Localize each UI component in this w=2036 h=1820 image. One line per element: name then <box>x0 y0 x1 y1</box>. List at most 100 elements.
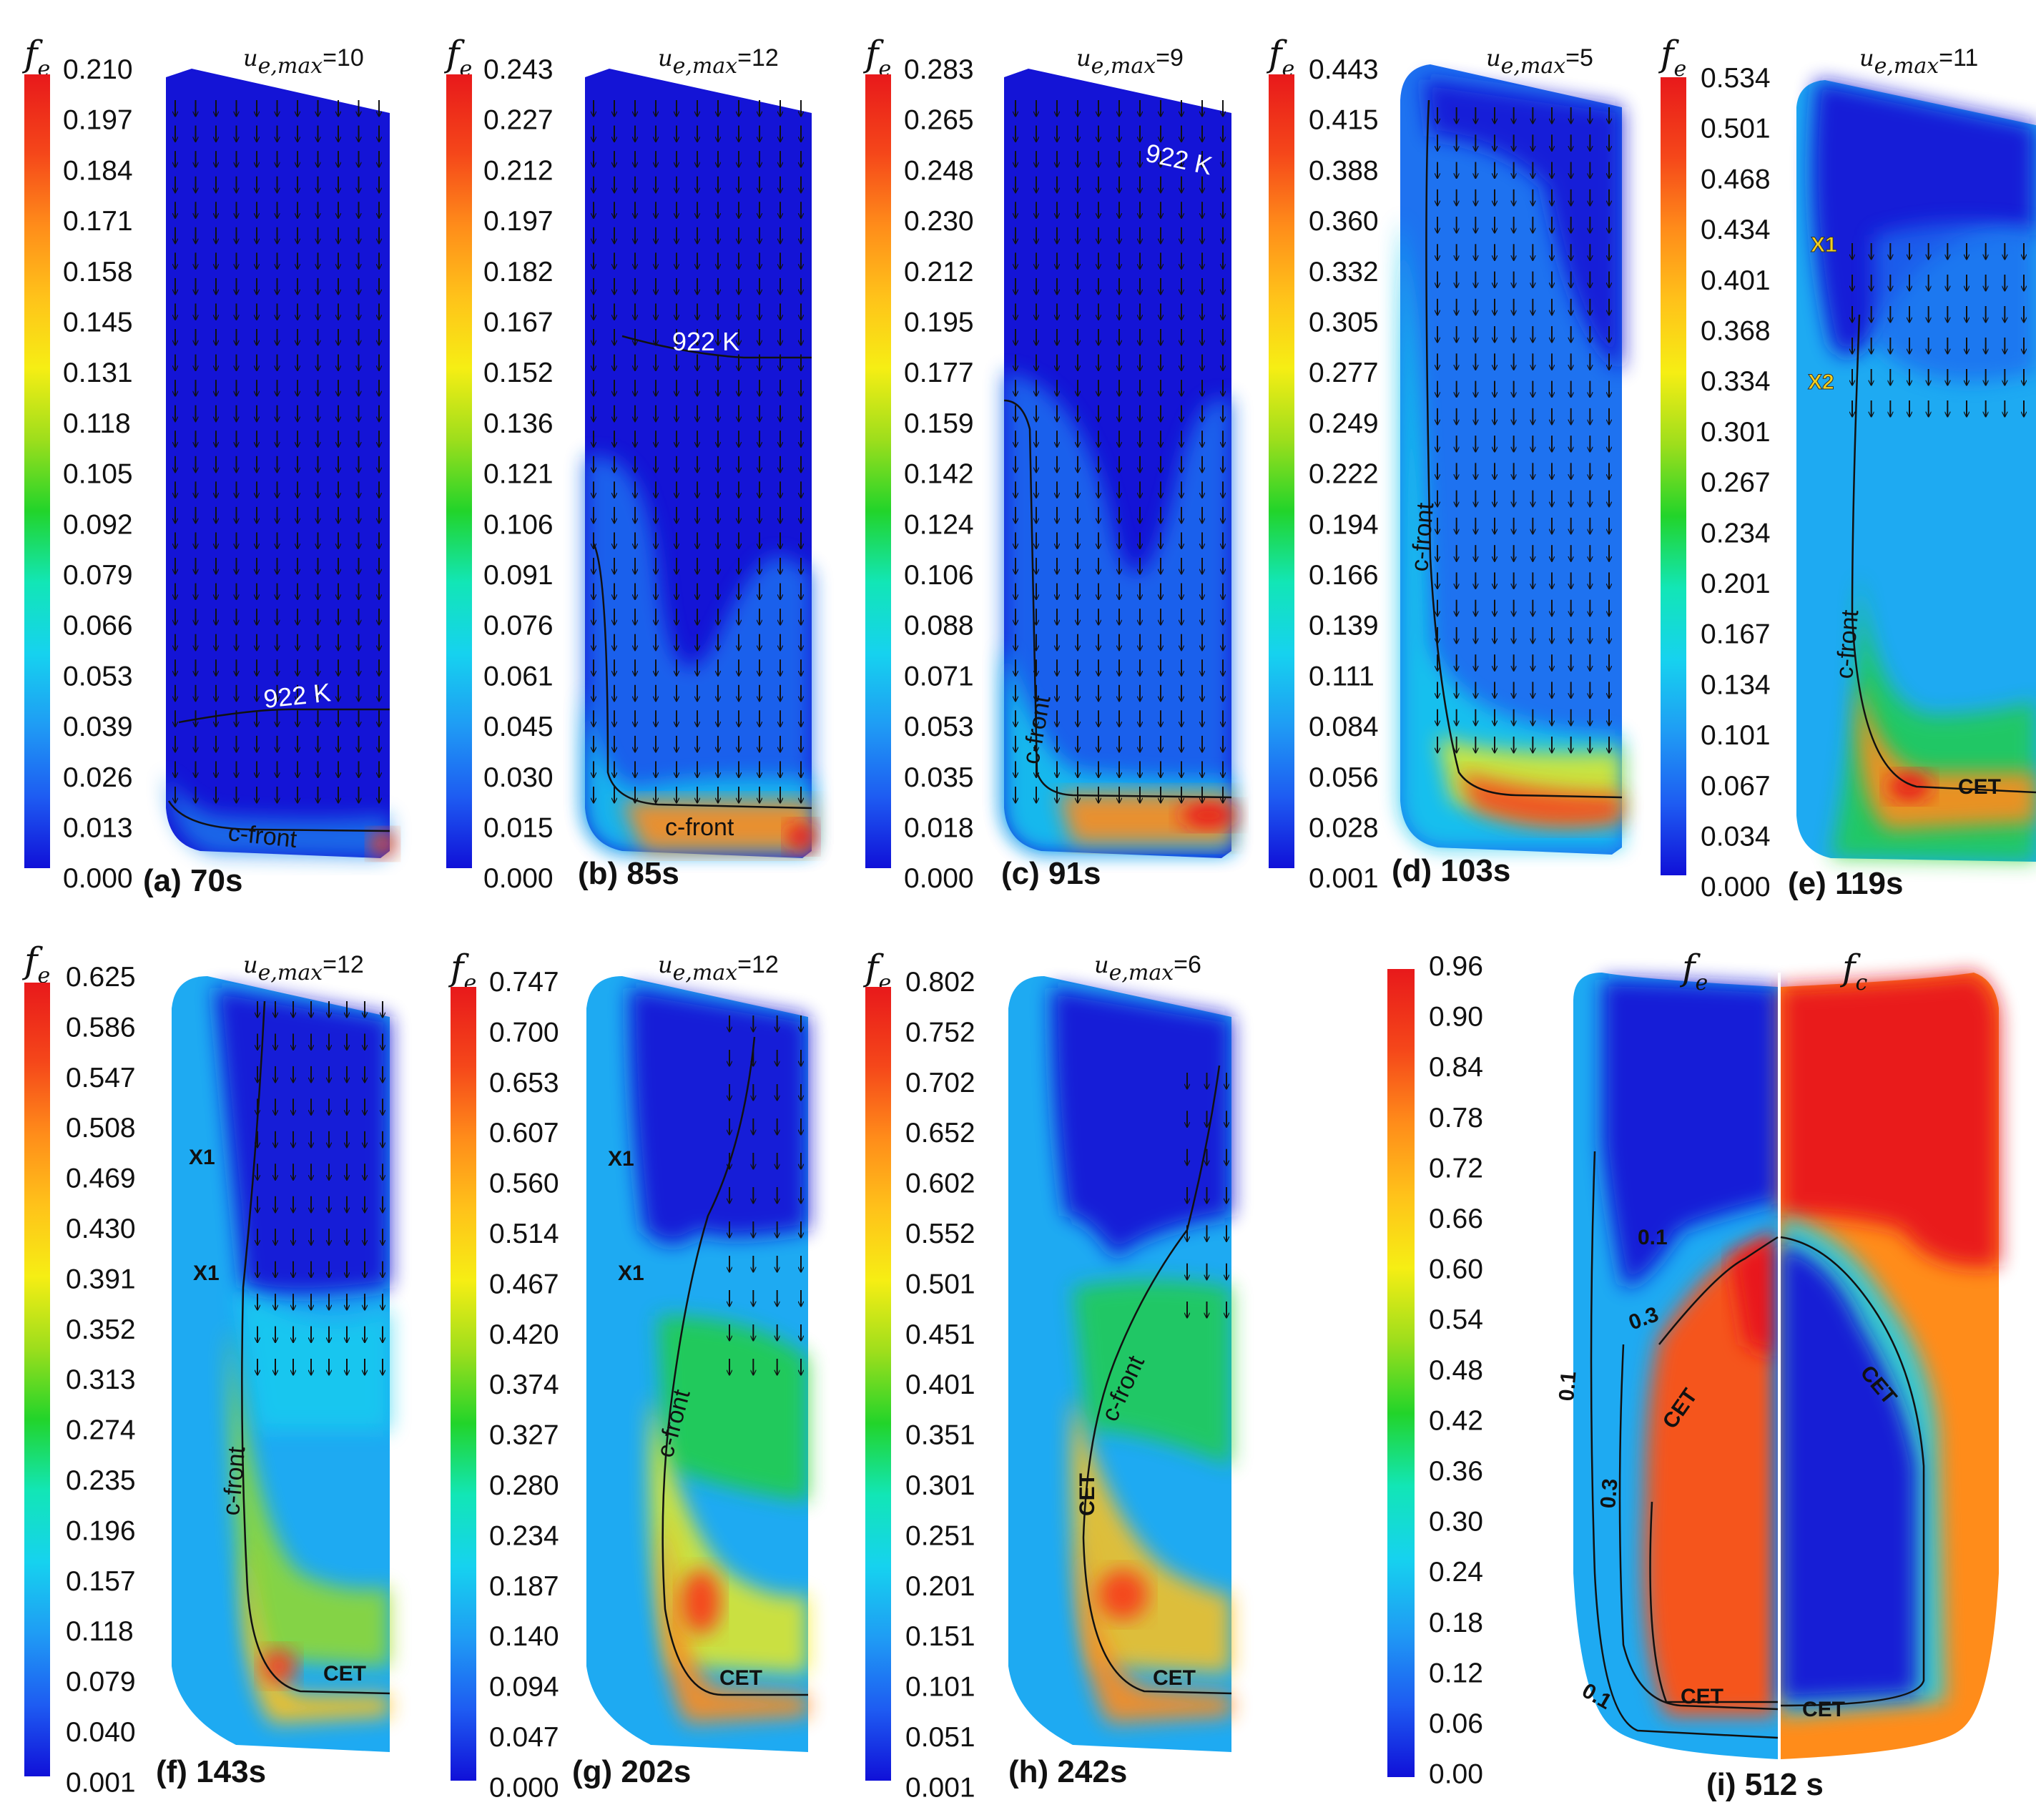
legend-h: fe 0.8020.7520.7020.6520.6020.5520.5010.… <box>862 947 975 1803</box>
x1-label-a: X1 <box>189 1146 215 1169</box>
tick-label: 0.067 <box>1701 771 1771 802</box>
tick-label: 0.101 <box>1701 720 1771 751</box>
cet-label: CET <box>719 1666 762 1690</box>
svg-text:ue,max=5: ue,max=5 <box>1486 44 1593 79</box>
tick-label: 0.274 <box>66 1415 136 1446</box>
legend-a: fe 0.2100.1970.1840.1710.1580.1450.1310.… <box>21 33 133 894</box>
contour-field-a <box>166 69 395 858</box>
panel-g: fe 0.7470.7000.6530.6070.5600.5140.4670.… <box>448 947 808 1803</box>
tick-label: 0.24 <box>1429 1557 1483 1588</box>
colorbar-ticks: 0.210 0.197 0.184 0.171 0.158 0.145 0.131 0.118… <box>63 54 133 894</box>
tick-label: 0.508 <box>66 1113 136 1143</box>
colorbar-ticks: 0.96 0.90 0.84 0.78 0.72 0.66 0.60 0.54 0.48 0.42… <box>1429 951 1483 1790</box>
colorbar <box>446 74 472 868</box>
contour-field-g <box>586 976 808 1752</box>
tick-label: 0.079 <box>63 560 133 591</box>
svg-text:ue,max=9: ue,max=9 <box>1076 44 1184 79</box>
tick-label: 0.352 <box>66 1314 136 1345</box>
colorbar <box>1269 74 1294 868</box>
contour-field-i-left <box>1573 973 1778 1759</box>
velocity-field-d <box>1437 107 1609 752</box>
tick-label: 0.586 <box>66 1012 136 1043</box>
isotherm-label: 922 K <box>262 677 333 714</box>
cet-label-b: CET <box>1153 1666 1196 1690</box>
tick-label: 0.42 <box>1429 1405 1483 1436</box>
contour-field-e <box>1796 80 2036 862</box>
isotherm-line <box>178 708 390 724</box>
x2-label: X2 <box>1808 370 1834 394</box>
x1-label: X1 <box>1811 233 1837 257</box>
tick-label: 0.001 <box>905 1772 975 1803</box>
tick-label: 0.039 <box>63 712 133 742</box>
tick-label: 0.066 <box>63 611 133 641</box>
tick-label: 0.028 <box>1309 813 1379 844</box>
svg-text:ue,max=12: ue,max=12 <box>243 951 364 985</box>
x1-label-a: X1 <box>608 1147 634 1171</box>
tick-label: 0.018 <box>904 813 974 844</box>
contour-label-0-1-b: 0.1 <box>1555 1370 1581 1402</box>
cet-label: CET <box>1958 775 2001 799</box>
tick-label: 0.167 <box>483 308 554 338</box>
contour-cet-right <box>1780 1236 1925 1707</box>
tick-label: 0.00 <box>1429 1759 1483 1790</box>
tick-label: 0.560 <box>489 1169 559 1199</box>
colorbar <box>865 987 891 1781</box>
tick-label: 0.212 <box>904 257 974 287</box>
tick-label: 0.045 <box>483 712 554 742</box>
contour-field-h <box>1008 976 1231 1752</box>
tick-label: 0.280 <box>489 1470 559 1501</box>
tick-label: 0.201 <box>1701 569 1771 599</box>
tick-label: 0.000 <box>483 863 554 894</box>
colorbar-ticks: 0.534 0.501 0.468 0.434 0.401 0.368 0.334 0.301… <box>1701 63 1771 902</box>
umax-b: ue,max=12 <box>658 44 779 79</box>
velocity-field-f <box>257 1001 383 1374</box>
legend-d: fe 0.4430.4150.3880.3600.3320.3050.2770.… <box>1266 33 1379 894</box>
tick-label: 0.652 <box>905 1118 975 1148</box>
c-front-line <box>662 1036 808 1696</box>
legend-symbol: fe <box>862 33 891 82</box>
tick-label: 0.140 <box>489 1621 559 1652</box>
tick-label: 0.96 <box>1429 951 1483 982</box>
velocity-field-b <box>594 100 801 802</box>
panel-caption: (b) 85s <box>578 856 679 891</box>
panel-caption: (i) 512 s <box>1706 1767 1824 1802</box>
tick-label: 0.06 <box>1429 1708 1483 1739</box>
tick-label: 0.051 <box>905 1722 975 1753</box>
tick-label: 0.084 <box>1309 712 1379 742</box>
colorbar <box>24 983 50 1776</box>
tick-label: 0.415 <box>1309 105 1379 136</box>
tick-label: 0.026 <box>63 762 133 793</box>
tick-label: 0.053 <box>904 712 974 742</box>
tick-label: 0.076 <box>483 611 554 641</box>
colorbar-ticks: 0.243 0.227 0.212 0.197 0.182 0.167 0.152 0.136… <box>483 54 554 894</box>
tick-label: 0.360 <box>1309 206 1379 237</box>
contour-cet-left <box>1649 1236 1779 1703</box>
panel-caption: (g) 202s <box>572 1754 691 1789</box>
tick-label: 0.514 <box>489 1219 559 1249</box>
tick-label: 0.12 <box>1429 1658 1483 1688</box>
velocity-field-a <box>175 100 379 802</box>
tick-label: 0.547 <box>66 1063 136 1093</box>
c-front-label: c-front <box>217 1445 250 1517</box>
tick-label: 0.301 <box>905 1470 975 1501</box>
tick-label: 0.194 <box>1309 509 1379 540</box>
tick-label: 0.468 <box>1701 164 1771 195</box>
tick-label: 0.136 <box>483 408 554 439</box>
umax-h: ue,max=6 <box>1094 951 1201 985</box>
tick-label: 0.197 <box>483 206 554 237</box>
panel-f: fe 0.6250.5860.5470.5080.4690.4300.3910.… <box>21 940 390 1798</box>
tick-label: 0.332 <box>1309 257 1379 287</box>
c-front-line <box>1851 314 2036 794</box>
panel-caption: (c) 91s <box>1001 856 1101 891</box>
legend-c: fe 0.2830.2650.2480.2300.2120.1950.1770.… <box>862 33 974 894</box>
tick-label: 0.36 <box>1429 1456 1483 1487</box>
tick-label: 0.000 <box>489 1772 559 1803</box>
tick-label: 0.248 <box>904 155 974 186</box>
tick-label: 0.201 <box>905 1571 975 1602</box>
tick-label: 0.134 <box>1701 669 1771 700</box>
tick-label: 0.401 <box>905 1369 975 1400</box>
tick-label: 0.227 <box>483 105 554 136</box>
tick-label: 0.000 <box>1701 872 1771 902</box>
tick-label: 0.177 <box>904 358 974 388</box>
